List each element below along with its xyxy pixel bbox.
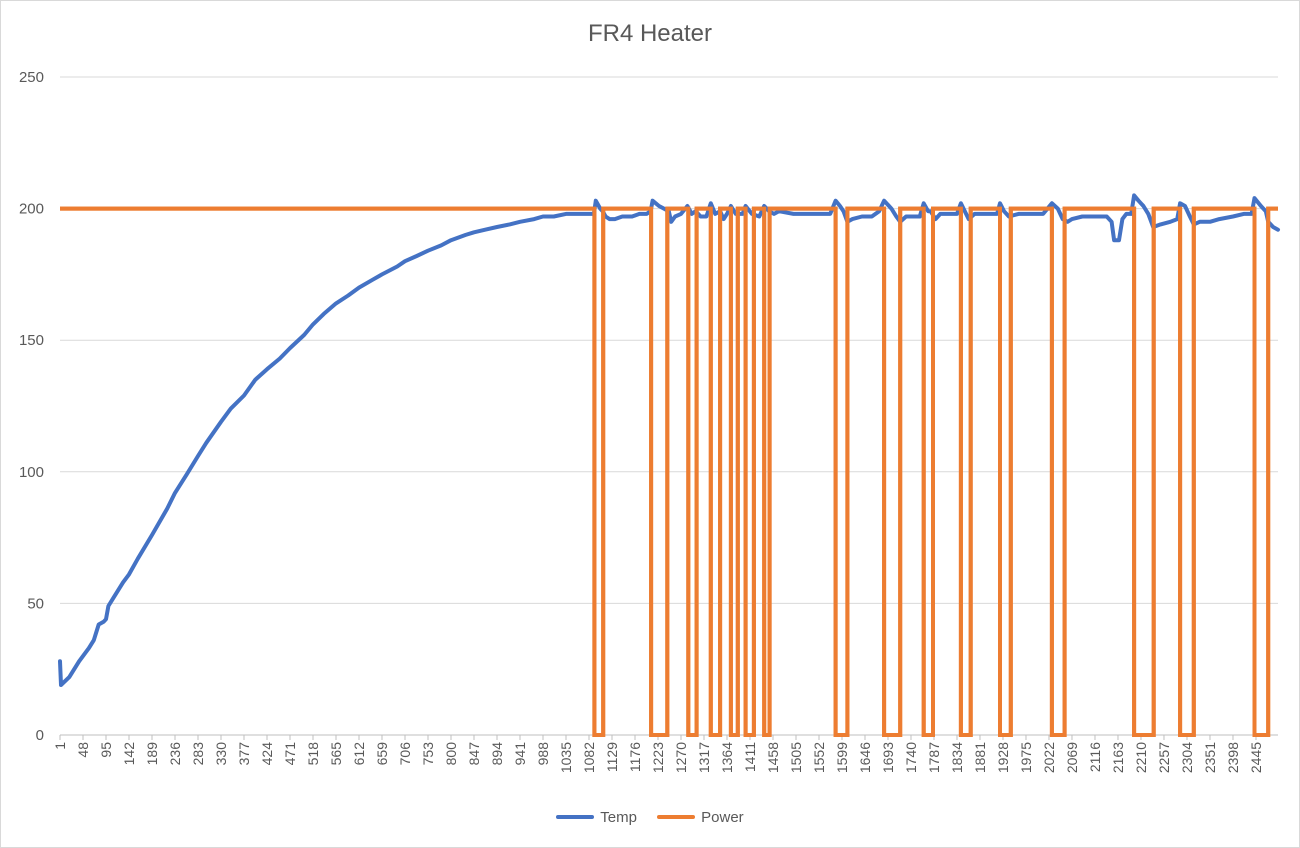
x-tick-label: 1364 <box>719 742 735 773</box>
legend-label-temp: Temp <box>600 808 637 826</box>
x-tick-label: 471 <box>282 742 298 766</box>
series-lines <box>58 193 1280 737</box>
x-tick-label: 894 <box>489 742 505 766</box>
y-axis-tick-labels: 0 50 100 150 200 250 <box>19 69 44 744</box>
y-tick-label: 0 <box>36 727 44 744</box>
x-tick-label: 1458 <box>765 742 781 773</box>
legend-label-power: Power <box>701 808 744 826</box>
legend: Temp Power <box>0 806 1300 826</box>
x-tick-label: 1 <box>52 742 68 750</box>
x-tick-label: 659 <box>374 742 390 766</box>
x-tick-label: 330 <box>213 742 229 766</box>
x-tick-label: 2257 <box>1156 742 1172 773</box>
legend-entry-power: Power <box>657 809 744 826</box>
x-tick-label: 847 <box>466 742 482 766</box>
x-tick-label: 2163 <box>1110 742 1126 773</box>
x-tick-label: 800 <box>443 742 459 766</box>
x-tick-label: 1693 <box>880 742 896 773</box>
x-tick-label: 142 <box>121 742 137 766</box>
x-tick-label: 1505 <box>788 742 804 773</box>
x-tick-label: 941 <box>512 742 528 766</box>
x-tick-label: 518 <box>305 742 321 766</box>
legend-swatch-temp <box>556 815 595 819</box>
x-tick-label: 283 <box>190 742 206 766</box>
x-tick-label: 1928 <box>995 742 1011 773</box>
legend-swatch-power <box>657 815 696 819</box>
x-tick-label: 1082 <box>581 742 597 773</box>
x-tick-label: 706 <box>397 742 413 766</box>
x-tick-label: 1740 <box>903 742 919 773</box>
x-tick-label: 2351 <box>1202 742 1218 773</box>
x-tick-label: 189 <box>144 742 160 766</box>
x-tick-label: 1834 <box>949 742 965 773</box>
y-tick-label: 250 <box>19 69 44 86</box>
x-tick-label: 2022 <box>1041 742 1057 773</box>
x-tick-label: 377 <box>236 742 252 766</box>
x-tick-label: 1270 <box>673 742 689 773</box>
x-tick-label: 48 <box>75 742 91 758</box>
x-tick-label: 2304 <box>1179 742 1195 773</box>
x-tick-label: 424 <box>259 742 275 766</box>
x-tick-label: 1176 <box>627 742 643 772</box>
x-tick-label: 1223 <box>650 742 666 773</box>
legend-entry-temp: Temp <box>556 809 637 826</box>
x-tick-label: 1975 <box>1018 742 1034 773</box>
x-tick-label: 2210 <box>1133 742 1149 773</box>
x-tick-label: 1552 <box>811 742 827 773</box>
x-tick-label: 1599 <box>834 742 850 773</box>
y-tick-label: 150 <box>19 332 44 349</box>
x-tick-label: 1411 <box>742 742 758 772</box>
y-tick-label: 100 <box>19 464 44 481</box>
x-tick-label: 565 <box>328 742 344 766</box>
chart-title: FR4 Heater <box>587 20 713 47</box>
x-tick-label: 1317 <box>696 742 712 773</box>
x-tick-label: 988 <box>535 742 551 766</box>
x-tick-label: 2398 <box>1225 742 1241 773</box>
x-tick-label: 95 <box>98 742 114 758</box>
y-tick-label: 50 <box>27 595 44 612</box>
x-tick-label: 236 <box>167 742 183 766</box>
x-axis: 1 48 95 142 189 236 283 330 377 424 471 518 565 612 65… <box>52 734 1278 773</box>
x-tick-label: 2069 <box>1064 742 1080 773</box>
x-tick-label: 1035 <box>558 742 574 773</box>
x-tick-label: 1787 <box>926 742 942 773</box>
x-tick-label: 2116 <box>1087 742 1103 772</box>
y-tick-label: 200 <box>19 201 44 218</box>
x-tick-label: 753 <box>420 742 436 766</box>
x-tick-label: 1129 <box>604 742 620 772</box>
series-line-power-overlay <box>60 206 1278 737</box>
x-tick-label: 1646 <box>857 742 873 773</box>
x-tick-label: 612 <box>351 742 367 766</box>
x-tick-label: 1881 <box>972 742 988 773</box>
x-tick-label: 2445 <box>1248 742 1264 773</box>
